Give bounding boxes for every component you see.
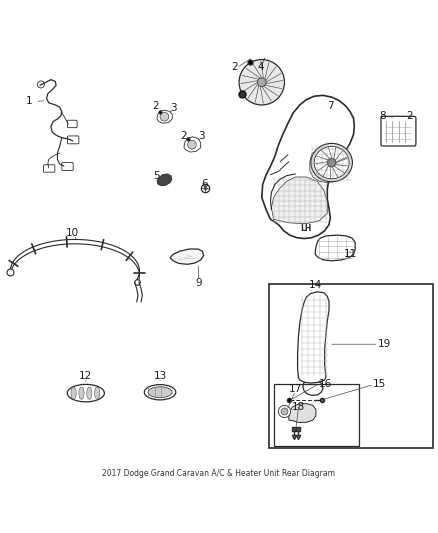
Text: 18: 18 bbox=[292, 402, 306, 412]
Circle shape bbox=[279, 405, 290, 417]
Ellipse shape bbox=[311, 143, 353, 182]
FancyBboxPatch shape bbox=[67, 120, 77, 128]
Ellipse shape bbox=[79, 387, 84, 399]
Ellipse shape bbox=[145, 385, 176, 400]
Polygon shape bbox=[262, 95, 354, 239]
Text: 3: 3 bbox=[198, 132, 205, 141]
Polygon shape bbox=[184, 137, 201, 152]
Text: 2: 2 bbox=[180, 131, 187, 141]
Polygon shape bbox=[297, 292, 329, 383]
Polygon shape bbox=[315, 235, 355, 261]
Text: 19: 19 bbox=[378, 339, 391, 349]
FancyBboxPatch shape bbox=[381, 116, 416, 146]
Text: LH: LH bbox=[300, 223, 311, 232]
Ellipse shape bbox=[148, 387, 172, 398]
Polygon shape bbox=[272, 177, 327, 224]
Text: 7: 7 bbox=[327, 101, 334, 111]
Text: 11: 11 bbox=[344, 249, 357, 259]
Text: 16: 16 bbox=[318, 378, 332, 389]
Text: 6: 6 bbox=[202, 179, 208, 189]
Ellipse shape bbox=[95, 387, 100, 399]
Text: 10: 10 bbox=[66, 228, 79, 238]
Circle shape bbox=[258, 78, 266, 87]
Polygon shape bbox=[289, 403, 316, 422]
Circle shape bbox=[187, 140, 196, 149]
FancyBboxPatch shape bbox=[269, 284, 433, 448]
Circle shape bbox=[37, 81, 44, 88]
Text: 5: 5 bbox=[153, 171, 159, 181]
Text: 8: 8 bbox=[379, 111, 386, 121]
Text: 3: 3 bbox=[170, 102, 177, 112]
Text: 9: 9 bbox=[196, 278, 202, 288]
Text: 14: 14 bbox=[308, 280, 321, 290]
Ellipse shape bbox=[71, 387, 76, 399]
Text: 2: 2 bbox=[231, 62, 237, 72]
Circle shape bbox=[281, 408, 288, 415]
FancyBboxPatch shape bbox=[67, 136, 79, 144]
Text: 2017 Dodge Grand Caravan A/C & Heater Unit Rear Diagram: 2017 Dodge Grand Caravan A/C & Heater Un… bbox=[102, 470, 336, 479]
Polygon shape bbox=[157, 174, 172, 185]
Text: 17: 17 bbox=[289, 384, 302, 394]
Text: 15: 15 bbox=[373, 379, 386, 390]
Ellipse shape bbox=[87, 387, 92, 399]
Polygon shape bbox=[170, 249, 204, 264]
Text: 13: 13 bbox=[153, 370, 167, 381]
FancyBboxPatch shape bbox=[62, 163, 73, 171]
Circle shape bbox=[239, 60, 285, 105]
Circle shape bbox=[327, 158, 336, 167]
Text: 12: 12 bbox=[79, 370, 92, 381]
Text: 2: 2 bbox=[152, 101, 159, 111]
Ellipse shape bbox=[67, 384, 104, 402]
Polygon shape bbox=[157, 110, 172, 123]
Text: 4: 4 bbox=[257, 62, 264, 72]
FancyBboxPatch shape bbox=[43, 165, 55, 172]
Circle shape bbox=[160, 112, 169, 121]
Ellipse shape bbox=[314, 147, 349, 179]
Text: 2: 2 bbox=[406, 111, 413, 121]
Text: 1: 1 bbox=[26, 96, 32, 107]
Polygon shape bbox=[310, 147, 352, 183]
FancyBboxPatch shape bbox=[274, 384, 359, 446]
